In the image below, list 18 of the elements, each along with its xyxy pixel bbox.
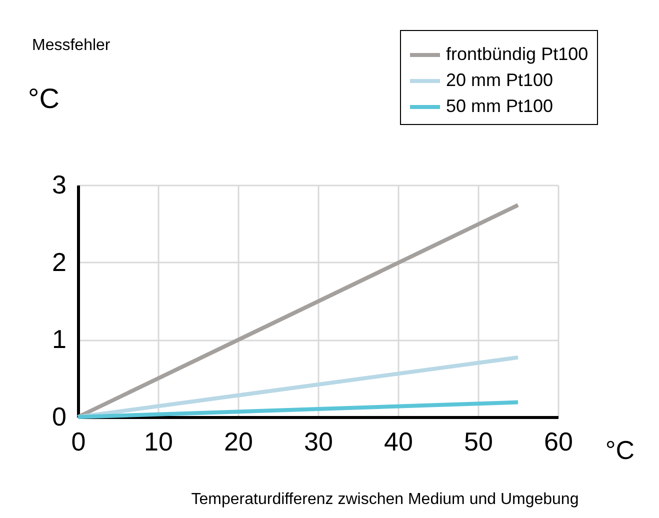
legend-label: 20 mm Pt100 — [446, 70, 554, 90]
legend-label: 50 mm Pt100 — [446, 96, 554, 116]
legend-label: frontbündig Pt100 — [446, 44, 588, 64]
x-tick-label: 30 — [304, 426, 333, 456]
x-tick-label: 60 — [544, 426, 573, 456]
chart-title: Messfehler — [32, 37, 111, 54]
y-tick-label: 2 — [52, 246, 66, 277]
y-tick-label: 1 — [52, 324, 66, 354]
x-tick-label: 50 — [464, 426, 493, 456]
x-tick-label: 0 — [71, 426, 86, 456]
y-tick-label: 0 — [52, 402, 66, 432]
y-tick-label: 3 — [52, 170, 66, 200]
x-axis-title: Temperaturdifferenz zwischen Medium und Umgebung — [191, 491, 579, 508]
x-tick-label: 20 — [224, 426, 253, 456]
x-tick-label: 10 — [144, 426, 173, 456]
x-tick-label: 40 — [384, 426, 413, 456]
text: °C — [605, 435, 635, 465]
y-axis-title: °C — [28, 83, 60, 114]
